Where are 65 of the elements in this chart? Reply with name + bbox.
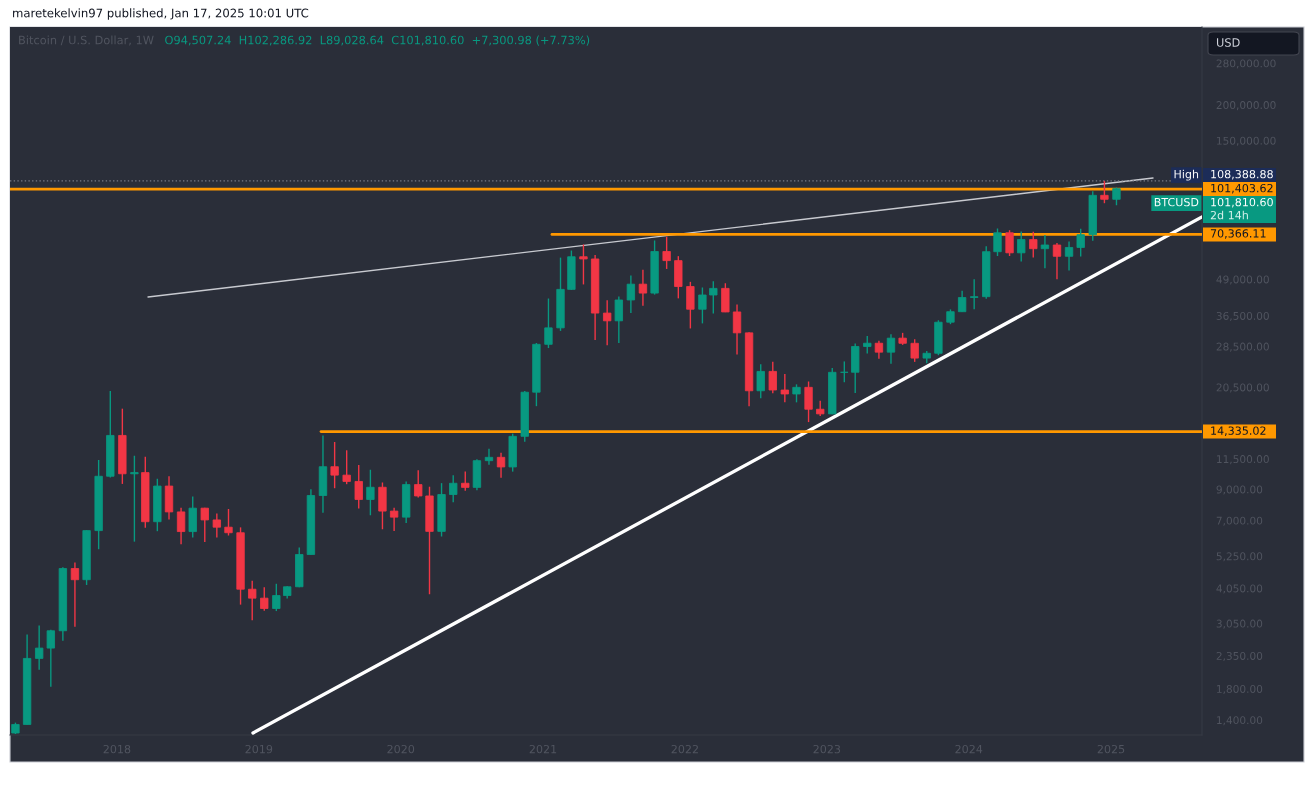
candlestick <box>544 297 553 349</box>
candlestick <box>638 268 648 307</box>
candlestick <box>721 282 730 313</box>
candlestick <box>1017 230 1026 263</box>
candlestick <box>1076 228 1085 258</box>
candlestick <box>1052 242 1062 280</box>
candlestick <box>1100 180 1109 204</box>
candlestick <box>200 506 209 543</box>
candlestick <box>46 628 55 688</box>
text: 101,810.60 <box>1211 197 1273 208</box>
candlestick <box>496 452 506 479</box>
candlestick <box>461 470 470 492</box>
candlestick <box>224 508 233 537</box>
candlestick <box>130 455 139 543</box>
ref-line-label: High <box>1174 169 1199 181</box>
candlestick <box>260 586 269 612</box>
candlestick <box>414 469 423 499</box>
candlestick <box>449 474 458 503</box>
candlestick <box>756 363 765 399</box>
text: maretekelvin97 published, Jan 17, 2025 10:01 UTC <box>13 8 309 20</box>
candlestick <box>768 360 777 394</box>
candlestick <box>603 299 612 346</box>
candlestick <box>378 481 387 530</box>
candlestick <box>1064 240 1074 272</box>
candlestick <box>35 624 44 671</box>
candlestick <box>212 512 221 539</box>
candlestick <box>970 278 979 310</box>
candlestick <box>662 236 671 270</box>
candlestick <box>840 360 849 383</box>
candlestick <box>804 380 813 423</box>
candlestick <box>354 464 363 510</box>
candlestick <box>732 303 742 356</box>
data-label: 70,366.11 <box>1210 229 1266 239</box>
candlestick <box>70 561 80 628</box>
candlestick <box>248 580 257 621</box>
candlestick <box>188 495 197 539</box>
candlestick <box>792 383 801 404</box>
candlestick <box>993 227 1002 257</box>
text: 108,388.88 <box>1211 169 1273 180</box>
text: 2d 14h <box>1210 210 1248 220</box>
candlestick <box>484 448 494 466</box>
candlestick <box>330 441 339 489</box>
candlestick <box>366 469 375 516</box>
candlestick <box>389 507 399 532</box>
candlestick <box>579 243 588 286</box>
candlestick <box>626 274 636 314</box>
candlestick <box>910 338 919 363</box>
data-label: 101,403.62 <box>1211 183 1273 194</box>
candlestick <box>686 281 695 330</box>
candlestick <box>176 506 186 545</box>
candlestick <box>614 295 623 344</box>
candlestick <box>886 333 896 365</box>
data-label: 14,335.02 <box>1211 426 1266 436</box>
candlestick <box>957 289 967 313</box>
candlestick <box>1005 229 1014 257</box>
annotation: BTCUSD <box>1154 197 1199 207</box>
candlestick <box>780 373 789 404</box>
candlestick <box>342 449 351 485</box>
text: O94,507.24 H102,286.92 L89,028.64 C101,810.60 +7,300.98 (+7.73%) <box>165 35 590 46</box>
candlestick <box>698 286 707 325</box>
candlestick <box>1029 230 1038 259</box>
candlestick <box>1040 234 1050 270</box>
candlestick <box>272 583 281 612</box>
text: USD <box>1216 38 1240 47</box>
candlestick <box>709 280 718 315</box>
